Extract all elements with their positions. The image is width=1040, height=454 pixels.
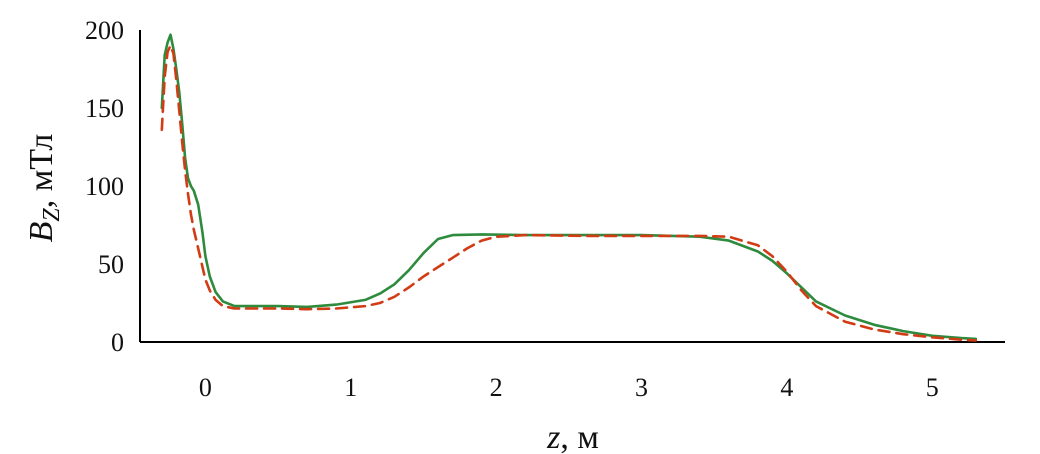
y-tick-label: 150 — [85, 94, 124, 123]
x-tick-label: 4 — [780, 373, 793, 402]
y-tick-label: 0 — [111, 328, 124, 357]
series-layer — [160, 33, 978, 342]
y-axis-title: BZ, мТл — [23, 134, 65, 243]
series-line-1 — [160, 33, 978, 341]
x-tick-label: 1 — [344, 373, 357, 402]
y-tick-label: 50 — [98, 250, 124, 279]
series-line-2 — [160, 44, 978, 342]
x-tick-label: 0 — [199, 373, 212, 402]
x-tick-label: 3 — [635, 373, 648, 402]
x-axis-title: z, м — [546, 419, 599, 454]
y-tick-label: 100 — [85, 172, 124, 201]
x-tick-label: 2 — [490, 373, 503, 402]
y-tick-label: 200 — [85, 16, 124, 45]
x-tick-label: 5 — [926, 373, 939, 402]
